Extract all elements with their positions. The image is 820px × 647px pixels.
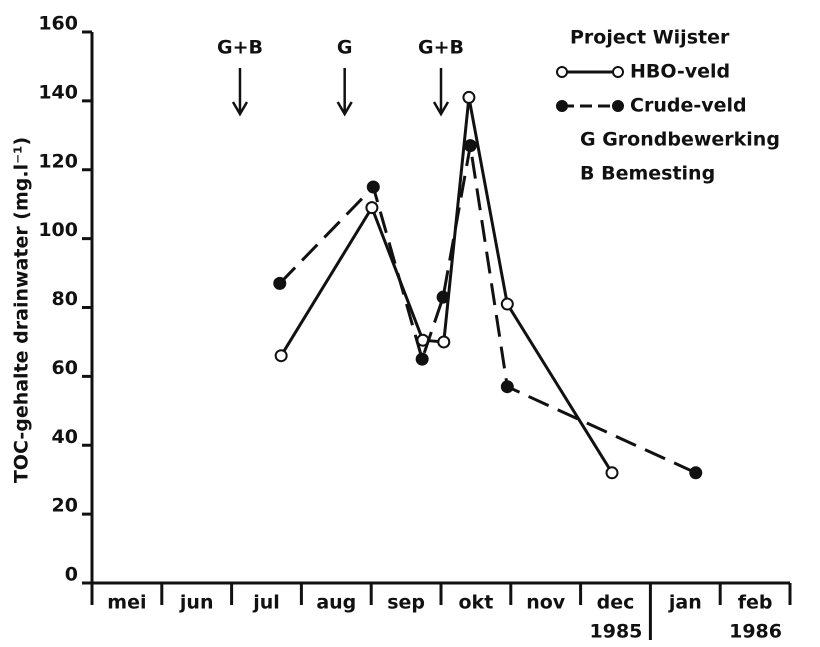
arrow-head bbox=[432, 101, 450, 117]
point bbox=[500, 297, 514, 311]
x-tick-label: okt bbox=[459, 592, 494, 614]
x-tick-label: jul bbox=[252, 592, 280, 614]
y-tick-label: 160 bbox=[38, 13, 78, 35]
point bbox=[437, 335, 451, 349]
year-label: 1985 bbox=[590, 621, 643, 643]
legend-label: HBO-veld bbox=[630, 61, 730, 83]
legend-marker bbox=[556, 100, 568, 112]
point bbox=[605, 466, 619, 480]
point bbox=[689, 466, 703, 480]
point bbox=[273, 276, 287, 290]
x-tick-label: mei bbox=[107, 592, 146, 614]
x-tick-label: aug bbox=[316, 592, 356, 614]
x-tick-label: feb bbox=[738, 592, 773, 614]
x-tick-label: jan bbox=[668, 592, 702, 614]
x-tick-label: jun bbox=[179, 592, 214, 614]
point bbox=[366, 180, 380, 194]
x-tick-label: sep bbox=[387, 592, 425, 614]
y-tick-label: 140 bbox=[38, 81, 78, 103]
arrow-head bbox=[231, 101, 249, 117]
point bbox=[365, 201, 379, 215]
legend-label: Crude-veld bbox=[630, 95, 747, 117]
point bbox=[415, 352, 429, 366]
y-tick-label: 100 bbox=[38, 219, 78, 241]
x-tick-label: nov bbox=[526, 592, 566, 614]
legend-marker bbox=[612, 100, 624, 112]
legend-title: Project Wijster bbox=[570, 27, 730, 49]
annotation: G+B bbox=[418, 37, 464, 59]
y-tick-label: 120 bbox=[38, 150, 78, 172]
year-label: 1986 bbox=[729, 621, 782, 643]
legend-note: G Grondbewerking bbox=[580, 129, 780, 151]
annotation: G bbox=[337, 37, 353, 59]
point bbox=[274, 349, 288, 363]
point bbox=[500, 380, 514, 394]
legend-marker bbox=[612, 66, 624, 78]
point bbox=[462, 90, 476, 104]
y-axis-label: TOC-gehalte drainwater (mg.l⁻¹) bbox=[11, 137, 33, 483]
point bbox=[463, 139, 477, 153]
y-tick-label: 20 bbox=[52, 495, 78, 517]
annotation: G+B bbox=[217, 37, 263, 59]
y-tick-label: 60 bbox=[52, 357, 78, 379]
legend-marker bbox=[556, 66, 568, 78]
point bbox=[436, 290, 450, 304]
y-tick-label: 0 bbox=[65, 564, 78, 586]
y-tick-label: 40 bbox=[52, 426, 78, 448]
x-tick-label: dec bbox=[597, 592, 635, 614]
legend-note: B Bemesting bbox=[580, 163, 715, 185]
arrow-head bbox=[336, 101, 353, 117]
y-tick-label: 80 bbox=[52, 288, 78, 310]
